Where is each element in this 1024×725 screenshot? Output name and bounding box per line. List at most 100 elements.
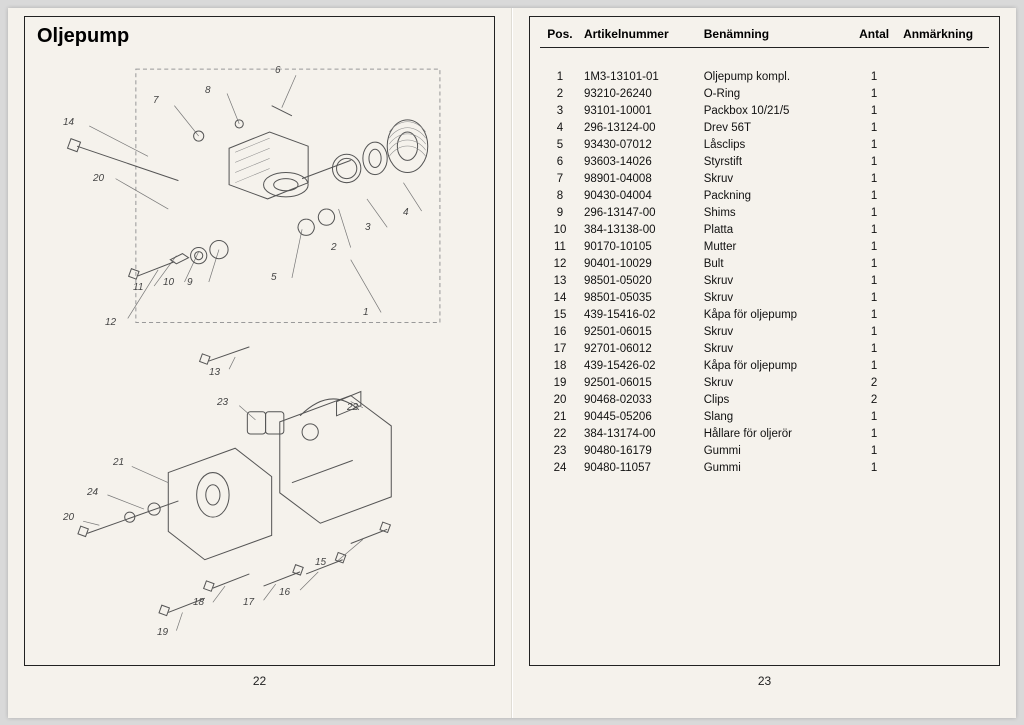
cell-ant: 1 [849,290,899,307]
cell-art: 90480-11057 [580,460,700,477]
cell-pos: 1 [540,48,580,87]
cell-ben: O-Ring [700,86,849,103]
cell-anm [899,120,989,137]
cell-ant: 1 [849,137,899,154]
cell-anm [899,48,989,87]
right-frame: Pos. Artikelnummer Benämning Antal Anmär… [529,16,1000,666]
cell-pos: 15 [540,307,580,324]
cell-pos: 9 [540,205,580,222]
cell-ant: 1 [849,273,899,290]
cell-ant: 1 [849,48,899,87]
cell-anm [899,392,989,409]
callout-21: 21 [113,457,124,468]
cell-anm [899,290,989,307]
cell-anm [899,341,989,358]
col-pos: Pos. [540,25,580,48]
callout-6: 6 [275,65,281,76]
callout-17: 17 [243,597,254,608]
cell-anm [899,273,989,290]
cell-anm [899,103,989,120]
page-number-right: 23 [529,674,1000,688]
table-row: 1290401-10029Bult1 [540,256,989,273]
cell-ben: Shims [700,205,849,222]
table-row: 890430-04004Packning1 [540,188,989,205]
cell-art: 93603-14026 [580,154,700,171]
cell-art: 90170-10105 [580,239,700,256]
cell-pos: 24 [540,460,580,477]
table-row: 593430-07012Låsclips1 [540,137,989,154]
callout-14: 14 [63,117,74,128]
callout-22: 22 [347,402,358,413]
cell-anm [899,205,989,222]
callout-20: 20 [93,173,104,184]
table-row: 10384-13138-00Platta1 [540,222,989,239]
exploded-diagram: 6871420910111251234132322212420151617181… [35,57,484,655]
callout-3: 3 [365,222,371,233]
table-row: 15439-15416-02Kåpa för oljepump1 [540,307,989,324]
callout-7: 7 [153,95,159,106]
book-spread: Oljepump [8,8,1016,718]
cell-ant: 1 [849,171,899,188]
table-row: 2390480-16179Gummi1 [540,443,989,460]
cell-pos: 19 [540,375,580,392]
callout-4: 4 [403,207,409,218]
cell-pos: 21 [540,409,580,426]
table-row: 1190170-10105Mutter1 [540,239,989,256]
cell-ben: Skruv [700,341,849,358]
cell-anm [899,239,989,256]
callout-1: 1 [363,307,369,318]
cell-anm [899,222,989,239]
table-row: 1792701-06012Skruv1 [540,341,989,358]
cell-art: 93210-26240 [580,86,700,103]
callout-18: 18 [193,597,204,608]
cell-ant: 1 [849,86,899,103]
cell-anm [899,460,989,477]
cell-art: 90480-16179 [580,443,700,460]
cell-ant: 1 [849,222,899,239]
cell-art: 439-15416-02 [580,307,700,324]
table-row: 2190445-05206Slang1 [540,409,989,426]
col-art: Artikelnummer [580,25,700,48]
cell-anm [899,86,989,103]
table-row: 1992501-06015Skruv2 [540,375,989,392]
cell-pos: 2 [540,86,580,103]
callout-24: 24 [87,487,98,498]
cell-pos: 3 [540,103,580,120]
cell-anm [899,426,989,443]
cell-art: 93101-10001 [580,103,700,120]
cell-ant: 1 [849,256,899,273]
cell-anm [899,358,989,375]
cell-anm [899,171,989,188]
parts-tbody: 11M3-13101-01Oljepump kompl.1293210-2624… [540,48,989,478]
table-row: 4296-13124-00Drev 56T1 [540,120,989,137]
col-ben: Benämning [700,25,849,48]
cell-pos: 6 [540,154,580,171]
cell-anm [899,154,989,171]
cell-art: 93430-07012 [580,137,700,154]
table-row: 18439-15426-02Kåpa för oljepump1 [540,358,989,375]
cell-art: 296-13124-00 [580,120,700,137]
table-row: 1498501-05035Skruv1 [540,290,989,307]
cell-ben: Skruv [700,375,849,392]
cell-art: 1M3-13101-01 [580,48,700,87]
cell-art: 384-13138-00 [580,222,700,239]
cell-anm [899,324,989,341]
cell-ben: Skruv [700,171,849,188]
cell-art: 92701-06012 [580,341,700,358]
callout-2: 2 [331,242,337,253]
table-row: 11M3-13101-01Oljepump kompl.1 [540,48,989,87]
callout-12: 12 [105,317,116,328]
callout-8: 8 [205,85,211,96]
page-right: Pos. Artikelnummer Benämning Antal Anmär… [512,8,1016,718]
cell-ant: 1 [849,341,899,358]
cell-ant: 1 [849,103,899,120]
parts-table: Pos. Artikelnummer Benämning Antal Anmär… [540,25,989,477]
cell-ben: Gummi [700,443,849,460]
page-title: Oljepump [37,25,484,48]
cell-art: 90430-04004 [580,188,700,205]
cell-ben: Slang [700,409,849,426]
cell-pos: 10 [540,222,580,239]
cell-pos: 18 [540,358,580,375]
cell-ben: Mutter [700,239,849,256]
cell-pos: 22 [540,426,580,443]
